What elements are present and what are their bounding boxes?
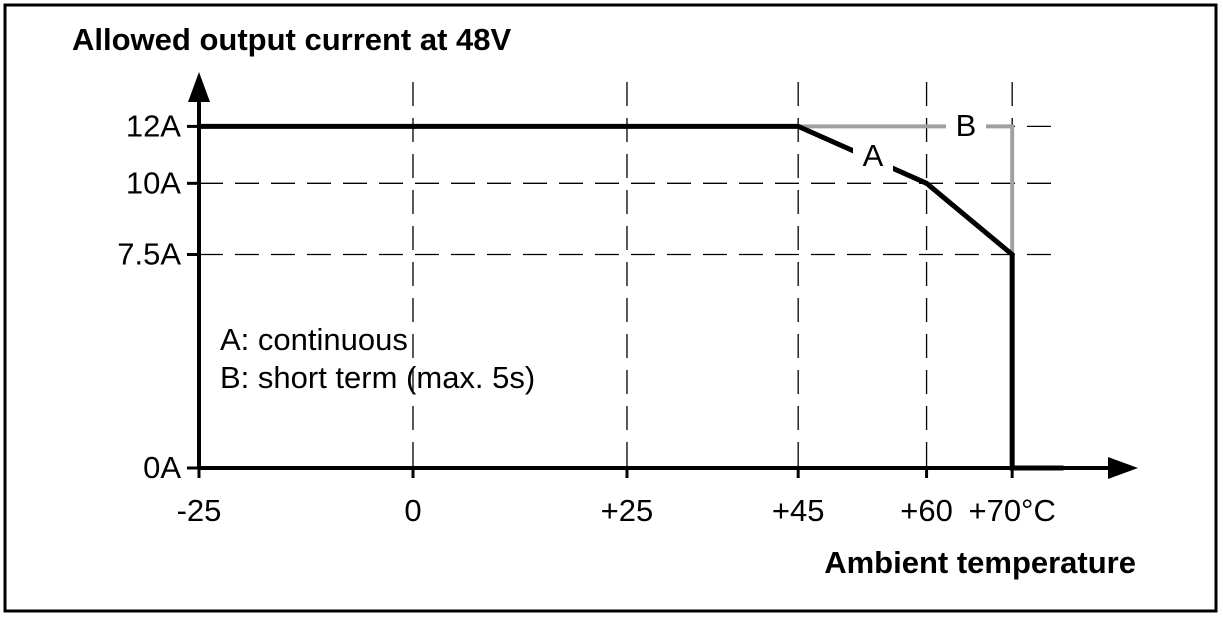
chart-title: Allowed output current at 48V (72, 22, 512, 57)
y-tick-label: 10A (126, 166, 181, 201)
frame (3, 3, 1218, 613)
x-tick-label: -25 (177, 493, 222, 528)
y-tick-label: 0A (143, 450, 181, 485)
x-tick-label: +45 (772, 493, 825, 528)
series-line (798, 124, 1015, 255)
series-label: A (863, 138, 884, 173)
x-tick-label: +70°C (968, 493, 1055, 528)
annotation: A: continuous (220, 322, 408, 357)
series-line (199, 123, 1064, 471)
x-tick-label: 0 (404, 493, 421, 528)
y-tick-label: 12A (126, 109, 181, 144)
y-tick-label: 7.5A (117, 237, 181, 272)
x-tick-label: +60 (900, 493, 953, 528)
x-tick-label: +25 (601, 493, 654, 528)
x-axis-label: Ambient temperature (824, 545, 1136, 580)
x-axis-arrow (1108, 457, 1138, 479)
label-background (853, 138, 893, 174)
annotation: B: short term (max. 5s) (220, 360, 535, 395)
label-background (946, 108, 986, 144)
series-label: B (956, 108, 977, 143)
y-axis-arrow (188, 72, 210, 102)
